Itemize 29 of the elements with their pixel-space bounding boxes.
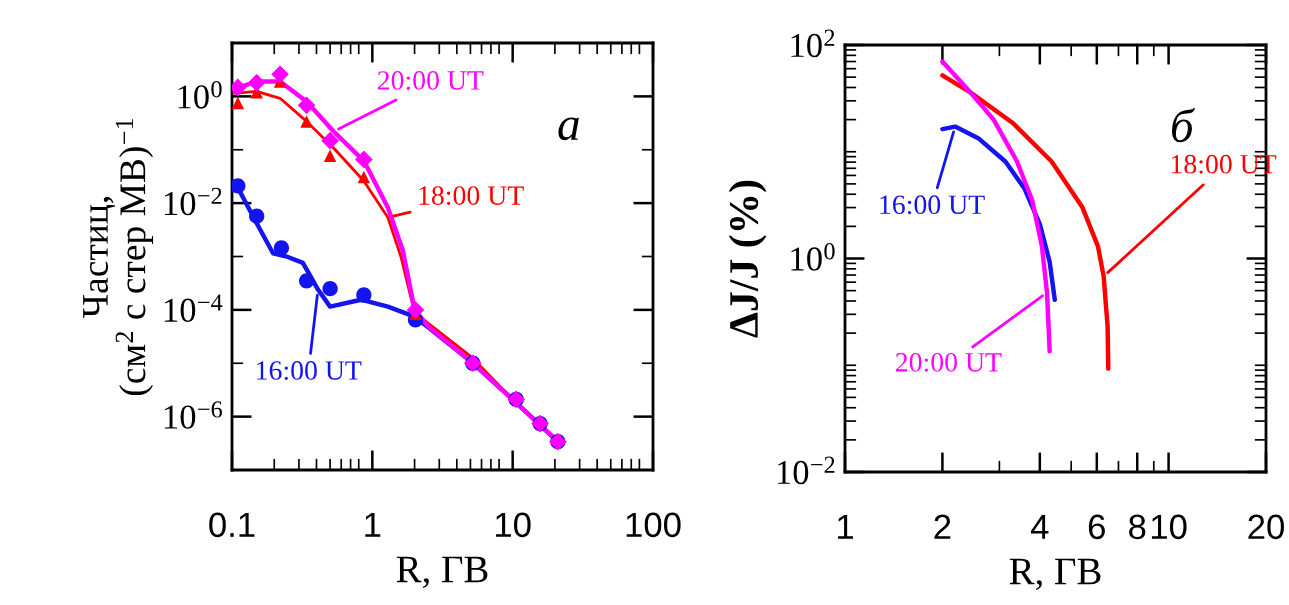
- y-tick-label: 10$^{2}$: [791, 29, 835, 58]
- y-tick-label: 10$^{−4}$: [164, 294, 223, 322]
- y-tick-label: 10$^{0}$: [178, 80, 222, 109]
- x-tick-label: 1: [365, 512, 381, 537]
- x-tick-label: 20: [1248, 514, 1284, 540]
- y-axis-title: ΔJ/J (%): [728, 180, 767, 338]
- y-tick-label: 10$^{−2}$: [777, 456, 835, 485]
- y-axis-title: Частиц, (см$^{2}$ с стер МВ)$^{−1}$: [83, 118, 154, 396]
- annotation: 20:00 UT: [377, 71, 484, 90]
- x-tick-label: 0.1: [209, 512, 255, 538]
- annotation: а: [558, 117, 579, 141]
- x-tick-label: 8: [1129, 514, 1146, 540]
- y-tick-label: 10$^{−2}$: [164, 187, 222, 216]
- x-tick-label: 6: [1088, 514, 1105, 540]
- x-tick-label: 4: [1030, 514, 1049, 539]
- x-tick-label: 10: [496, 512, 531, 538]
- x-axis-title: R, ГВ: [1009, 558, 1101, 591]
- x-tick-label: 100: [626, 512, 681, 538]
- annotation: 18:00 UT: [419, 186, 524, 206]
- x-tick-label: 2: [934, 514, 951, 539]
- y-tick-label: 10$^{−6}$: [164, 401, 222, 429]
- annotation: б: [1172, 107, 1195, 143]
- x-tick-label: 1: [837, 514, 853, 539]
- x-axis-title: R, ГВ: [396, 556, 488, 589]
- y-tick-label: 10$^{0}$: [791, 243, 835, 271]
- annotation: 16:00 UT: [257, 361, 362, 380]
- annotation: 16:00 UT: [880, 195, 985, 215]
- annotation: 20:00 UT: [896, 352, 1002, 372]
- x-tick-label: 10: [1151, 514, 1187, 540]
